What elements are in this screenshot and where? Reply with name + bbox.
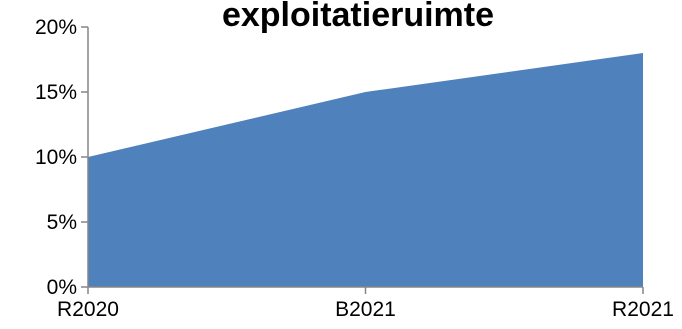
area-layer [87,52,644,287]
y-tick-label: 20% [35,16,77,39]
series-area-0 [88,53,643,287]
x-tick-label: R2020 [57,298,119,321]
y-tick-label: 0% [47,276,77,299]
y-ticks: 0% 5% 10% 15% 20% [35,16,88,299]
y-tick-label: 5% [47,211,77,234]
x-ticks: R2020 B2021 R2021 [57,287,674,321]
y-tick-label: 10% [35,146,77,169]
x-tick-label: R2021 [612,298,674,321]
x-tick-label: B2021 [335,298,396,321]
y-tick-label: 15% [35,81,77,104]
chart-title: exploitatieruimte [222,0,494,34]
